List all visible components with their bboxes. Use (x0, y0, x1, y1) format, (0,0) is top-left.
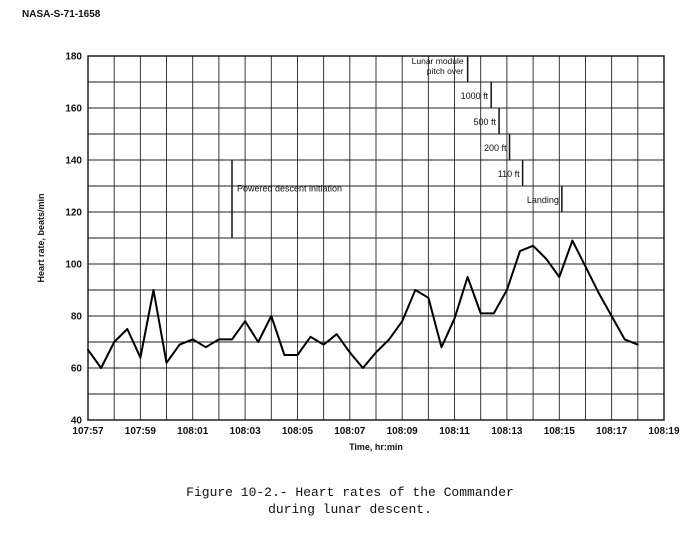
event-marker-label: Lunar module (412, 56, 464, 66)
data-point (584, 265, 587, 268)
data-point (414, 289, 417, 291)
x-axis-label: Time, hr:min (349, 442, 403, 452)
data-point (610, 315, 613, 317)
data-point (100, 367, 102, 369)
data-point (440, 346, 443, 349)
event-marker-label: 110 ft (498, 169, 520, 179)
event-marker-label: Landing (527, 195, 559, 205)
x-tick-label: 108:11 (439, 426, 470, 437)
y-tick-label: 100 (65, 260, 82, 271)
y-tick-label: 140 (65, 156, 82, 167)
data-point (218, 338, 220, 341)
data-point (257, 341, 260, 343)
data-point (87, 348, 89, 351)
data-point (126, 328, 129, 330)
x-tick-label: 108:03 (230, 426, 262, 437)
plot-frame (87, 55, 665, 421)
data-point (270, 315, 273, 317)
data-point (165, 361, 168, 364)
data-point (492, 312, 495, 315)
data-point (152, 289, 155, 291)
data-point (296, 354, 299, 356)
data-point (322, 343, 325, 346)
event-marker-label: 1000 ft (461, 91, 489, 101)
data-point (375, 351, 377, 354)
event-marker-label: 200 ft (484, 143, 507, 153)
data-point (636, 343, 639, 346)
data-point (545, 257, 548, 260)
y-axis: 40 60 80 100 120 140 160 180 (65, 52, 82, 427)
data-point (623, 338, 626, 341)
x-tick-label: 108:05 (282, 426, 314, 437)
data-point (453, 317, 456, 320)
series-line (87, 239, 639, 369)
data-point (597, 291, 600, 294)
figure-id: NASA-S-71-1658 (22, 9, 101, 20)
x-tick-label: 107:59 (125, 426, 157, 437)
x-tick-label: 108:17 (596, 426, 628, 437)
data-point (388, 338, 390, 341)
event-marker-label: 500 ft (474, 117, 497, 127)
data-point (139, 356, 142, 359)
x-axis: 107:57 107:59 108:01 108:03 108:05 108:07 108:… (72, 426, 680, 437)
data-point (231, 338, 233, 341)
x-tick-label: 108:19 (648, 426, 680, 437)
data-point (466, 276, 469, 278)
data-point (113, 341, 116, 343)
data-point (362, 367, 364, 369)
y-axis-label: Heart rate, beats/min (36, 193, 46, 282)
data-point (401, 320, 404, 323)
data-point (309, 335, 312, 338)
data-point (571, 239, 574, 242)
data-point (348, 351, 351, 354)
x-tick-label: 108:15 (544, 426, 576, 437)
x-tick-label: 108:13 (491, 426, 523, 437)
data-point (519, 250, 521, 252)
x-tick-label: 108:01 (177, 426, 209, 437)
data-point (335, 333, 338, 336)
data-point (204, 346, 207, 349)
series (87, 239, 639, 369)
y-tick-label: 160 (65, 104, 82, 115)
event-markers: Powered descent initiation Lunar modulepi… (231, 56, 563, 238)
x-tick-label: 108:07 (334, 426, 366, 437)
data-point (191, 338, 194, 341)
y-tick-label: 80 (71, 312, 83, 323)
y-tick-label: 40 (71, 416, 83, 427)
y-tick-label: 180 (65, 52, 82, 63)
caption-line-2: during lunar descent. (268, 502, 432, 517)
data-point (244, 320, 246, 323)
event-marker-label: Powered descent initiation (237, 183, 342, 193)
y-tick-label: 120 (65, 208, 82, 219)
caption-line-1: Figure 10-2.- Heart rates of the Command… (186, 485, 514, 500)
data-point (479, 312, 482, 315)
data-point (283, 354, 286, 356)
event-marker-label: pitch over (427, 66, 464, 76)
x-tick-label: 107:57 (72, 426, 104, 437)
data-point (178, 343, 181, 346)
heart-rate-chart: 40 60 80 100 120 140 160 180 107:57 107:59 108:01… (36, 52, 680, 453)
data-point (558, 276, 561, 278)
data-point (506, 289, 508, 291)
data-point (532, 244, 534, 247)
y-tick-label: 60 (71, 364, 83, 375)
x-tick-label: 108:09 (387, 426, 419, 437)
data-point (427, 296, 430, 299)
grid (87, 55, 665, 421)
